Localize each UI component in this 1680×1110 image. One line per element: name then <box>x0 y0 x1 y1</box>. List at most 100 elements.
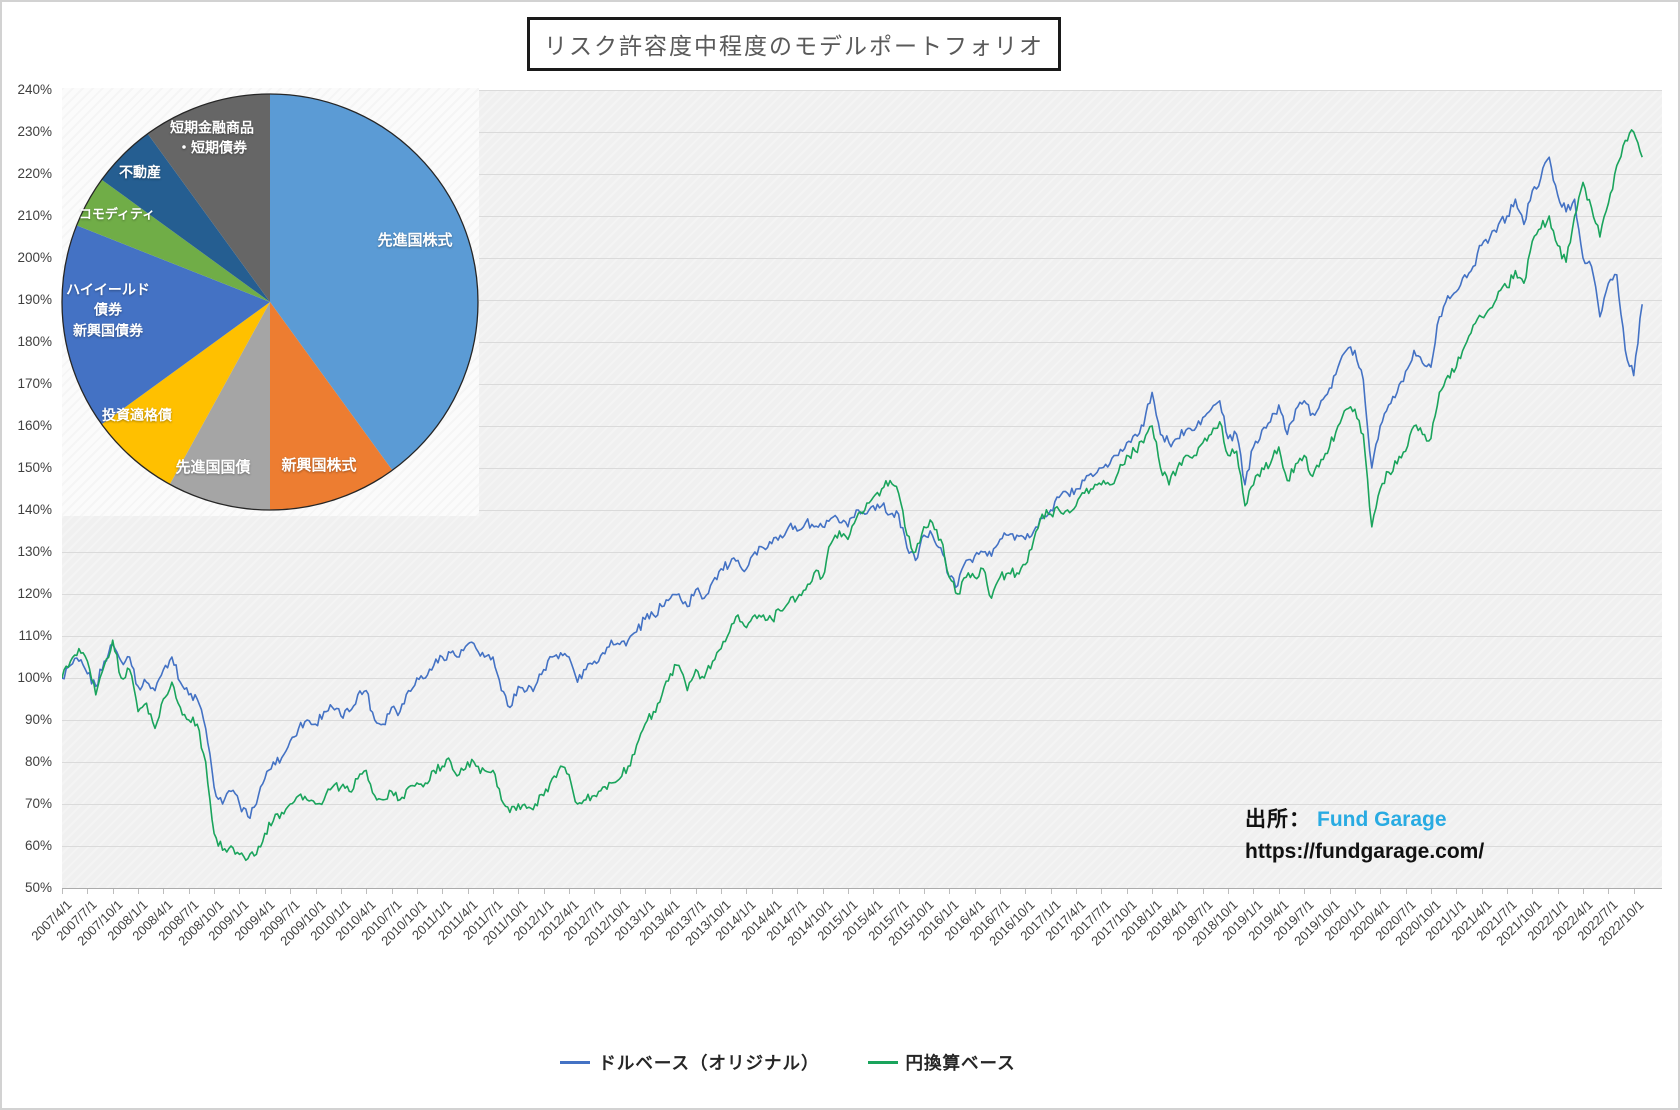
gridline <box>62 678 1662 679</box>
pie-chart <box>61 93 479 511</box>
y-axis-label: 200% <box>17 250 52 265</box>
source-label: 出所： <box>1245 808 1311 831</box>
x-axis-tick <box>518 889 520 894</box>
pie-slice-label: コモディティ <box>79 206 155 225</box>
x-axis-tick <box>898 889 900 894</box>
x-axis-tick <box>1583 889 1584 894</box>
x-axis-tick <box>1202 889 1204 894</box>
x-axis-tick <box>847 889 849 894</box>
x-axis-tick <box>1253 889 1255 894</box>
x-axis-tick <box>999 889 1001 894</box>
chart-legend: ドルベース（オリジナル） 円換算ベース <box>0 1050 1628 1075</box>
pie-slice-1 <box>270 302 393 511</box>
x-axis-tick <box>1354 889 1356 894</box>
pie-outline <box>61 93 479 511</box>
y-axis-label: 230% <box>17 124 52 139</box>
x-axis-tick <box>1481 889 1483 894</box>
y-axis-label: 50% <box>24 880 52 895</box>
y-axis-label: 100% <box>17 670 52 685</box>
x-axis-tick <box>1329 889 1331 894</box>
x-axis-tick <box>264 889 266 894</box>
gridline <box>62 720 1662 721</box>
x-axis-tick <box>188 889 190 894</box>
pie-slice-6 <box>101 133 270 302</box>
x-axis-tick <box>416 889 418 894</box>
x-axis-tick <box>923 889 925 894</box>
gridline <box>62 804 1662 805</box>
x-axis-tick <box>619 889 621 894</box>
pie-slice-label-line: 債券 <box>93 301 122 318</box>
y-axis-label: 220% <box>17 166 52 181</box>
x-axis-tick <box>214 889 216 894</box>
x-axis-tick <box>87 889 89 894</box>
x-axis-tick <box>492 889 494 894</box>
x-axis-tick <box>112 889 114 894</box>
x-axis-tick <box>1633 889 1635 894</box>
x-axis-tick <box>1050 889 1052 894</box>
y-axis-label: 90% <box>24 712 52 727</box>
pie-slice-2 <box>169 302 270 510</box>
x-axis-tick <box>645 889 647 894</box>
pie-slice-label-line: 先進国国債 <box>175 459 251 477</box>
pie-slice-label: 先進国国債 <box>175 457 250 479</box>
x-axis-tick <box>1532 889 1534 894</box>
x-axis-tick <box>1278 889 1280 894</box>
x-axis-tick <box>1101 889 1103 894</box>
gridline <box>62 90 1662 91</box>
pie-slice-label-line: 短期金融商品 <box>170 119 254 136</box>
y-axis-label: 80% <box>24 754 52 769</box>
x-axis-tick <box>442 889 444 894</box>
pie-slice-label-line: 新興国株式 <box>281 457 357 475</box>
x-axis-tick <box>1126 889 1128 894</box>
pie-slice-label-line: 不動産 <box>119 163 161 180</box>
legend-line-swatch-green <box>867 1061 898 1064</box>
y-axis-label: 130% <box>17 544 52 559</box>
x-axis-tick <box>163 889 165 894</box>
x-axis-tick <box>1076 889 1077 894</box>
gridline <box>62 636 1662 637</box>
source-attribution: 出所： Fund Garage https://fundgarage.com/ <box>1245 804 1484 867</box>
x-axis-tick <box>949 889 951 894</box>
y-axis-label: 170% <box>17 376 52 391</box>
gridline <box>62 132 1662 133</box>
pie-slice-4 <box>61 225 270 425</box>
x-axis-tick <box>746 889 748 894</box>
gridline <box>62 594 1662 595</box>
x-axis-tick <box>1506 889 1508 894</box>
source-url: https://fundgarage.com/ <box>1245 839 1485 863</box>
x-axis-tick <box>391 889 393 894</box>
x-axis-tick <box>695 889 697 894</box>
y-axis-label: 180% <box>17 334 52 349</box>
x-axis-tick <box>1456 889 1458 894</box>
pie-slice-label-line: コモディティ <box>78 206 156 222</box>
y-axis-label: 150% <box>17 460 52 475</box>
x-axis-tick <box>1304 889 1306 894</box>
x-axis-tick <box>366 889 368 894</box>
x-axis-tick <box>822 889 824 894</box>
x-axis-tick <box>873 889 875 894</box>
gridline <box>62 552 1662 553</box>
y-axis-label: 160% <box>17 418 52 433</box>
x-axis-tick <box>594 889 596 894</box>
pie-slice-label: 先進国株式 <box>377 230 452 252</box>
x-axis-tick <box>721 889 723 894</box>
pie-slice-label-line: 投資適格債 <box>102 406 172 423</box>
x-axis-tick <box>62 889 63 894</box>
x-axis-tick <box>1152 889 1154 894</box>
y-axis-label: 60% <box>24 838 52 853</box>
gridline <box>62 174 1662 175</box>
pie-slice-label-line: 先進国株式 <box>377 232 453 250</box>
x-axis-tick <box>771 889 773 894</box>
pie-slice-7 <box>147 93 270 302</box>
x-axis-tick <box>670 889 672 894</box>
legend-label-yen-base: 円換算ベース <box>905 1053 1016 1073</box>
pie-slice-label-line: ・短期債券 <box>177 140 247 156</box>
y-axis-label: 140% <box>17 502 52 517</box>
legend-item-yen-base: 円換算ベース <box>867 1050 1016 1075</box>
x-axis-tick <box>1177 889 1179 894</box>
x-axis-tick <box>1025 889 1027 894</box>
y-axis-label: 120% <box>17 586 52 601</box>
legend-line-swatch-blue <box>560 1061 591 1064</box>
x-axis-tick <box>974 889 976 894</box>
gridline <box>62 300 1662 301</box>
